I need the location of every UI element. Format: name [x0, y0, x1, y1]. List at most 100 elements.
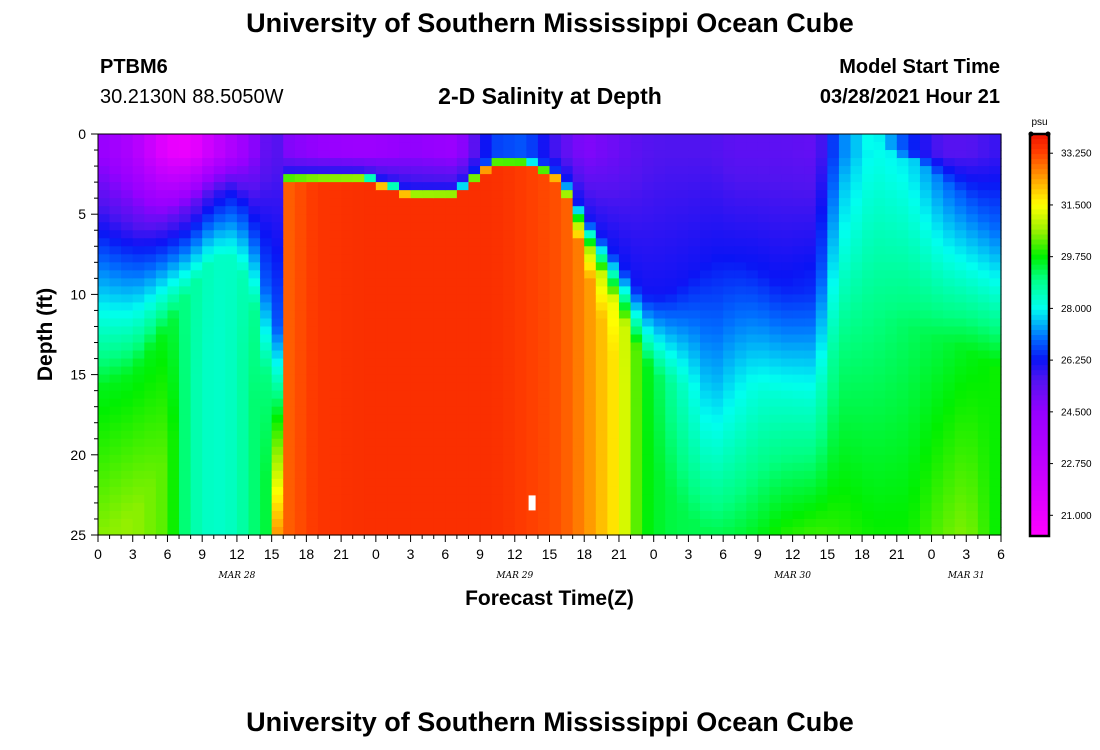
heatmap-cell [480, 318, 493, 328]
heatmap-cell [700, 334, 713, 344]
heatmap-cell [213, 286, 226, 295]
heatmap-cell [769, 382, 782, 392]
heatmap-cell [514, 198, 527, 207]
heatmap-cell [109, 358, 122, 368]
heatmap-cell [584, 494, 597, 504]
heatmap-cell [804, 214, 817, 223]
heatmap-cell [896, 246, 909, 255]
heatmap-cell [595, 502, 608, 512]
heatmap-cell [167, 310, 180, 320]
heatmap-cell [491, 182, 504, 191]
heatmap-cell [236, 350, 250, 360]
heatmap-cell [341, 510, 354, 520]
heatmap-cell [190, 390, 203, 400]
heatmap-cell [387, 190, 400, 199]
heatmap-cell [433, 190, 446, 199]
heatmap-cell [236, 366, 250, 376]
heatmap-cell [700, 390, 713, 400]
heatmap-cell [549, 526, 562, 536]
heatmap-cell [885, 350, 898, 360]
heatmap-cell [364, 366, 377, 376]
heatmap-cell [804, 350, 817, 360]
heatmap-cell [410, 342, 423, 352]
heatmap-cell [213, 502, 226, 512]
heatmap-cell [711, 358, 724, 368]
heatmap-cell [734, 190, 747, 199]
heatmap-cell [966, 254, 979, 263]
heatmap-cell [445, 342, 458, 352]
heatmap-cell [283, 470, 296, 480]
heatmap-cell [399, 430, 412, 440]
heatmap-cell [642, 222, 655, 231]
heatmap-cell [433, 206, 446, 215]
heatmap-cell [549, 406, 562, 416]
heatmap-cell [862, 214, 875, 223]
heatmap-cell [804, 318, 817, 328]
heatmap-cell [919, 398, 933, 408]
heatmap-cell [399, 286, 412, 295]
heatmap-cell [549, 262, 562, 271]
heatmap-cell [375, 166, 389, 175]
heatmap-cell [167, 494, 180, 504]
heatmap-cell [642, 374, 655, 384]
heatmap-cell [931, 214, 944, 223]
heatmap-cell [236, 214, 250, 223]
heatmap-cell [294, 134, 307, 143]
heatmap-cell [364, 310, 377, 320]
heatmap-cell [734, 230, 747, 239]
heatmap-cell [387, 318, 400, 328]
heatmap-cell [688, 510, 701, 520]
heatmap-cell [503, 158, 516, 167]
x-tick-label: 12 [507, 546, 523, 562]
heatmap-cell [943, 462, 956, 472]
heatmap-cell [514, 158, 527, 167]
heatmap-cell [364, 390, 377, 400]
heatmap-cell [364, 422, 377, 432]
heatmap-cell [966, 406, 979, 416]
heatmap-cell [630, 318, 643, 328]
heatmap-cell [954, 374, 967, 384]
heatmap-cell [561, 430, 574, 440]
heatmap-cell [676, 166, 690, 175]
heatmap-cell [364, 470, 377, 480]
heatmap-cell [769, 454, 782, 464]
heatmap-cell [630, 230, 643, 239]
heatmap-cell [734, 254, 747, 263]
heatmap-cell [503, 342, 516, 352]
heatmap-cell [688, 230, 701, 239]
heatmap-cell [190, 318, 203, 328]
heatmap-cell [480, 486, 493, 496]
heatmap-cell [665, 318, 678, 328]
heatmap-cell [341, 446, 354, 456]
heatmap-cell [236, 206, 250, 215]
heatmap-cell [399, 406, 412, 416]
heatmap-cell [456, 294, 470, 304]
heatmap-cell [144, 334, 157, 344]
heatmap-cell [885, 478, 898, 488]
heatmap-cell [132, 326, 145, 336]
heatmap-cell [700, 406, 713, 416]
heatmap-cell [283, 238, 296, 247]
heatmap-cell [225, 422, 238, 432]
heatmap-cell [109, 326, 122, 336]
heatmap-cell [607, 174, 620, 183]
heatmap-cell [954, 174, 967, 183]
heatmap-cell [260, 270, 273, 279]
heatmap-cell [919, 446, 933, 456]
heatmap-cell [572, 446, 585, 456]
colorbar-band [1030, 475, 1049, 482]
heatmap-cell [873, 134, 886, 143]
heatmap-cell [885, 438, 898, 448]
heatmap-cell [977, 526, 991, 536]
heatmap-cell [503, 270, 516, 279]
heatmap-cell [723, 526, 736, 536]
heatmap-cell [480, 246, 493, 255]
heatmap-cell [549, 206, 562, 215]
heatmap-cell [526, 262, 539, 271]
heatmap-cell [943, 182, 956, 191]
heatmap-cell [850, 334, 863, 344]
heatmap-cell [132, 350, 145, 360]
heatmap-cell [966, 182, 979, 191]
heatmap-cell [954, 358, 967, 368]
heatmap-cell [561, 310, 574, 320]
